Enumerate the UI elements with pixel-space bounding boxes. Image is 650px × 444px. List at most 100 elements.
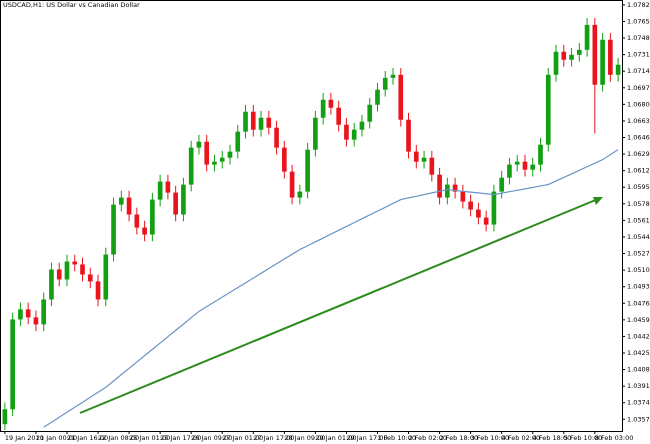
candle-body — [460, 191, 466, 202]
candle-body — [165, 181, 171, 193]
candle-body — [538, 144, 543, 165]
y-tick-label: 1.05780 — [627, 200, 650, 208]
candle-body — [336, 107, 341, 125]
candle-body — [615, 64, 621, 75]
candle-body — [313, 117, 318, 150]
y-tick-label: 1.05440 — [627, 233, 650, 241]
y-tick-label: 1.04930 — [627, 283, 650, 291]
candle-body — [507, 164, 512, 178]
x-tick-label: 22 Jan 08:00 — [98, 434, 139, 442]
candle-body — [95, 281, 101, 300]
candle-body — [437, 174, 442, 198]
y-tick-label: 1.06800 — [627, 100, 650, 108]
y-tick-label: 1.04420 — [627, 332, 650, 340]
y-tick-label: 1.04760 — [627, 299, 650, 307]
candle-body — [429, 157, 435, 175]
candle-body — [576, 49, 582, 55]
chart-title: USDCAD,H1: US Dollar vs Canadian Dollar — [3, 1, 140, 9]
candle-body — [126, 197, 132, 215]
x-tick-label: 25 Jan 01:00 — [129, 434, 170, 442]
candle-body — [150, 199, 155, 235]
x-tick-label: 2 Feb 02:00 — [409, 434, 448, 442]
candle-body — [445, 184, 450, 198]
candle-body — [499, 177, 505, 192]
candle-body — [522, 161, 528, 170]
candle-body — [608, 39, 613, 75]
candle-body — [382, 77, 388, 90]
candle-body — [483, 217, 489, 225]
candle-body — [367, 104, 373, 122]
candle-body — [235, 131, 241, 152]
trend-arrow — [79, 198, 599, 414]
x-tick-label: 5 Feb 10:00 — [564, 434, 603, 442]
candle-body — [452, 184, 458, 192]
candle-body — [258, 117, 264, 130]
x-tick-label: 29 Jan 17:00 — [346, 434, 387, 442]
y-tick-label: 1.07650 — [627, 17, 650, 25]
candle-body — [421, 157, 427, 162]
candle-body — [134, 214, 140, 228]
y-tick-label: 1.05610 — [627, 216, 650, 224]
candle-body — [569, 54, 574, 60]
candle-body — [297, 191, 303, 198]
y-tick-label: 1.05100 — [627, 266, 650, 274]
x-tick-label: 27 Jan 17:00 — [253, 434, 294, 442]
candle-body — [33, 317, 39, 325]
plot-frame — [0, 0, 623, 432]
candle-body — [328, 99, 334, 108]
candle-body — [80, 264, 85, 275]
candle-body — [305, 149, 310, 192]
x-tick-label: 28 Jan 09:00 — [284, 434, 325, 442]
candle-body — [530, 164, 536, 170]
candle-body — [18, 309, 23, 320]
y-tick-label: 1.07310 — [627, 51, 650, 59]
candle-body — [25, 309, 31, 318]
candle-body — [592, 24, 598, 85]
x-tick-label: 27 Jan 01:00 — [222, 434, 263, 442]
candle-body — [406, 119, 411, 152]
candle-body — [118, 197, 124, 205]
y-tick-label: 1.03570 — [627, 415, 650, 423]
x-tick-label: 4 Feb 02:00 — [502, 434, 541, 442]
x-tick-label: 8 Feb 03:00 — [595, 434, 634, 442]
candle-body — [468, 201, 473, 210]
y-tick-label: 1.07480 — [627, 34, 650, 42]
y-tick-label: 1.05270 — [627, 250, 650, 258]
x-tick-label: 19 Jan 2010 — [5, 434, 44, 442]
candle-body — [41, 299, 47, 325]
candle-body — [584, 24, 590, 50]
candle-body — [72, 261, 78, 265]
y-tick-label: 1.06460 — [627, 133, 650, 141]
candle-body — [375, 89, 380, 105]
candle-body — [398, 74, 404, 120]
candle-body — [351, 129, 357, 140]
candle-body — [476, 209, 481, 218]
candle-body — [181, 184, 186, 215]
y-tick-label: 1.06630 — [627, 117, 650, 125]
candle-body — [49, 269, 54, 300]
y-tick-label: 1.06970 — [627, 84, 650, 92]
candle-body — [219, 157, 225, 162]
candle-body — [545, 74, 551, 145]
candle-body — [56, 269, 62, 280]
y-tick-label: 1.03740 — [627, 399, 650, 407]
candle-body — [157, 181, 163, 200]
candle-body — [320, 99, 326, 118]
y-tick-label: 1.06120 — [627, 167, 650, 175]
candle-body — [243, 111, 248, 132]
candle-body — [553, 51, 559, 75]
candle-body — [173, 192, 178, 215]
candle-body — [250, 111, 256, 130]
y-tick-label: 1.07140 — [627, 67, 650, 75]
candle-body — [64, 261, 70, 280]
candle-body — [514, 161, 520, 165]
candle-body — [212, 161, 217, 165]
candle-body — [2, 409, 8, 425]
x-tick-label: 29 Jan 01:00 — [315, 434, 356, 442]
x-tick-label: 4 Feb 18:00 — [533, 434, 572, 442]
candle-body — [561, 51, 567, 60]
x-tick-label: 25 Jan 17:00 — [160, 434, 201, 442]
candle-body — [87, 274, 93, 282]
x-tick-label: 21 Jan 00:00 — [36, 434, 77, 442]
